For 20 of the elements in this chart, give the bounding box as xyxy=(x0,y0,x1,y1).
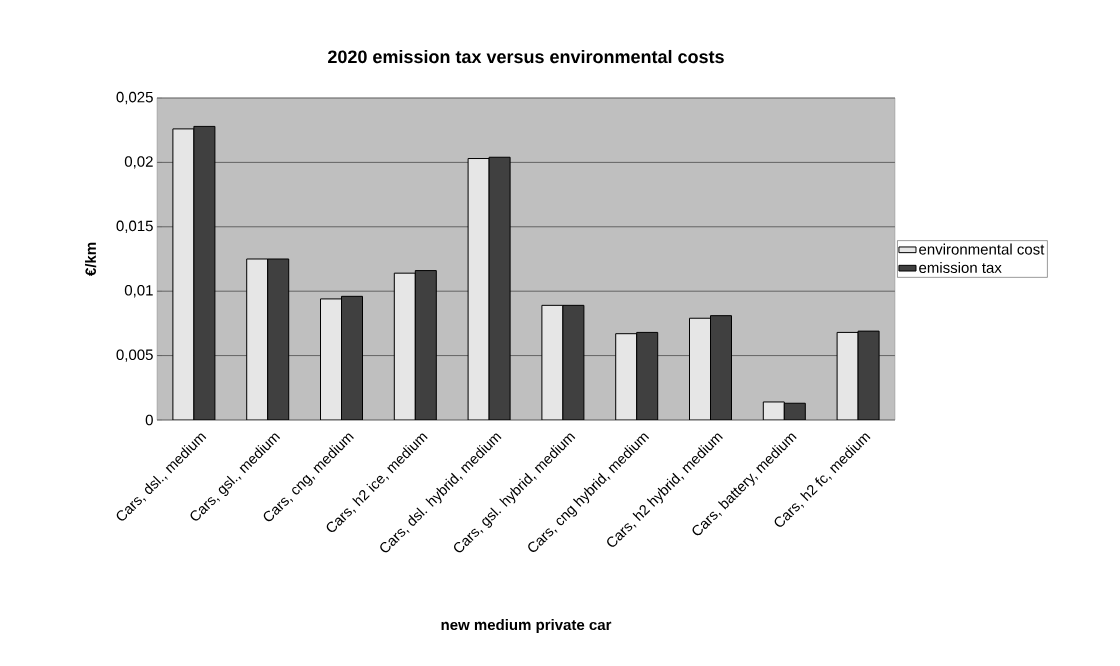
y-tick-label: 0,015 xyxy=(116,220,153,233)
y-tick-label: 0,01 xyxy=(124,284,153,298)
bar xyxy=(246,258,268,420)
y-axis-title: €/km xyxy=(85,242,97,277)
bar xyxy=(489,157,511,420)
x-axis-title: new medium private car xyxy=(441,619,612,634)
bar xyxy=(468,158,490,420)
y-tick-label: 0,005 xyxy=(116,349,153,362)
bar xyxy=(394,273,416,420)
legend-label: emission tax xyxy=(919,261,1002,273)
y-tick-label: 0 xyxy=(145,414,153,426)
bar xyxy=(193,126,215,420)
chart-title: 2020 emission tax versus environmental costs xyxy=(328,49,724,64)
bar xyxy=(172,128,194,420)
y-tick-label: 0,02 xyxy=(124,156,153,169)
legend-label: environmental cost xyxy=(919,243,1045,255)
bar xyxy=(320,298,342,420)
y-tick-label: 0,025 xyxy=(116,91,153,105)
bar xyxy=(689,318,711,420)
bar xyxy=(615,333,637,420)
